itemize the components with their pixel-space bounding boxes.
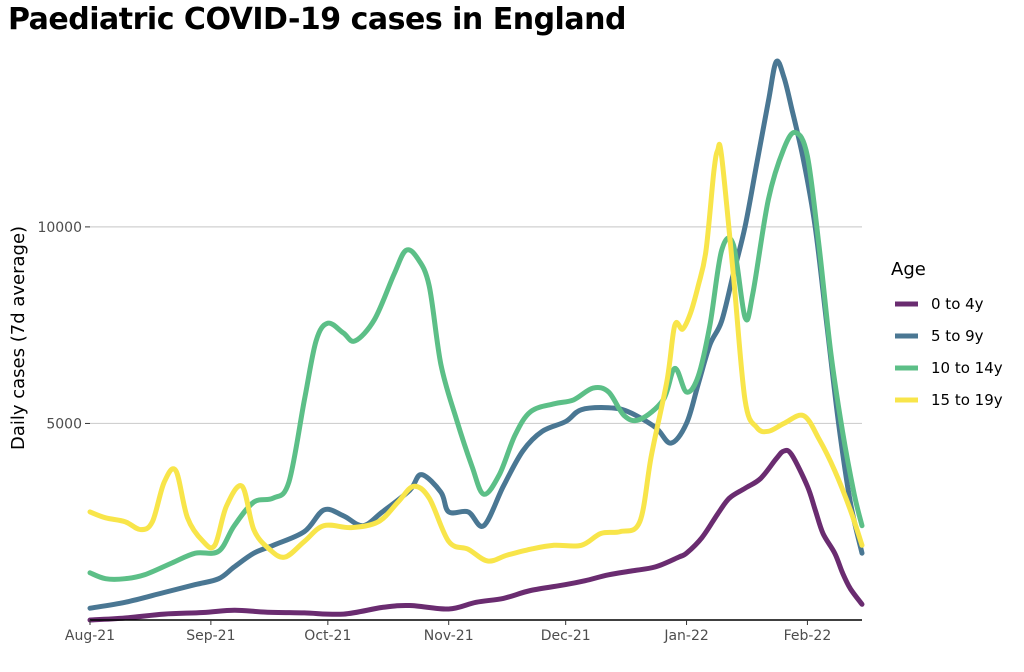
series-line-1 <box>87 447 865 623</box>
x-tick-label: Sep-21 <box>186 628 235 644</box>
legend-label: 0 to 4y <box>931 295 984 313</box>
y-axis-title: Daily cases (7d average) <box>8 226 29 450</box>
x-tick-label: Aug-21 <box>65 628 115 644</box>
x-tick-label: Dec-21 <box>541 628 591 644</box>
legend-label: 10 to 14y <box>931 359 1003 377</box>
gridlines <box>90 226 862 425</box>
x-tick-label: Nov-21 <box>424 628 474 644</box>
legend: Age 0 to 4y 5 to 9y 10 to 14y 15 to 19y <box>891 259 1003 409</box>
y-axis-ticks: 5000 10000 <box>37 220 90 432</box>
x-tick-label: Oct-21 <box>304 628 351 644</box>
chart-title: Paediatric COVID-19 cases in England <box>8 2 626 37</box>
legend-label: 15 to 19y <box>931 391 1003 409</box>
y-tick-label: 10000 <box>37 220 82 236</box>
legend-label: 5 to 9y <box>931 327 984 345</box>
y-tick-label: 5000 <box>46 416 82 432</box>
legend-title: Age <box>891 259 926 280</box>
series-line-2 <box>87 58 865 611</box>
series-line-3 <box>87 129 865 582</box>
series-lines <box>87 58 865 623</box>
x-tick-label: Feb-22 <box>784 628 832 644</box>
x-tick-label: Jan-22 <box>663 628 708 644</box>
x-axis-ticks: Aug-21 Sep-21 Oct-21 Nov-21 Dec-21 Jan-22 Feb-… <box>65 620 831 644</box>
series-line-4 <box>87 141 865 564</box>
